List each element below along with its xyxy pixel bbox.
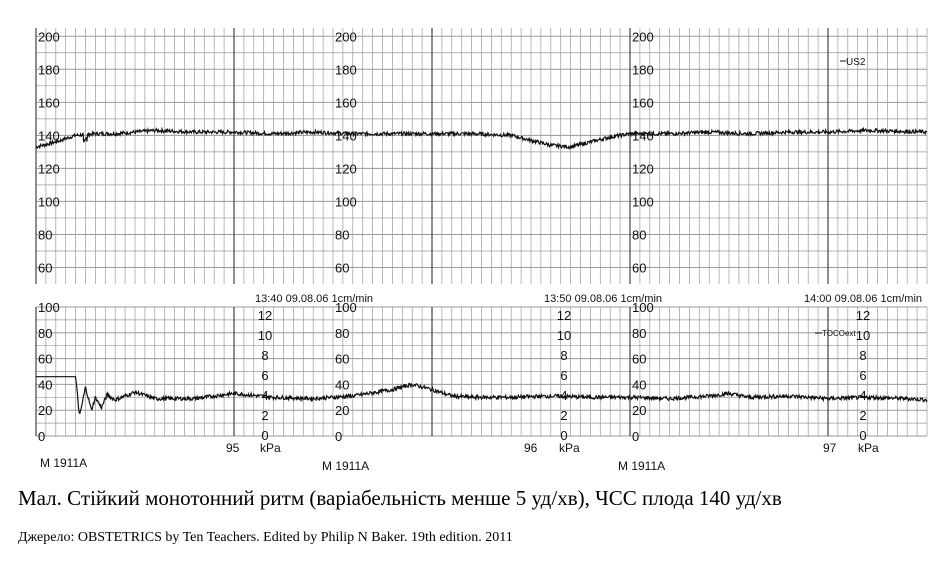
toco-tick-label: 40 [335,377,349,392]
page-number-95: 95 [226,441,240,455]
toco-tick-label: 20 [38,403,52,418]
page-number-96: 96 [524,441,538,455]
toco-tick-label: 0 [632,429,639,444]
ctg-trace-chart: 2001801601401201008060200180160140120100… [35,28,928,470]
fhr-tick-label: 160 [632,95,654,110]
fhr-tick-label: 120 [632,161,654,176]
kpa-tick-label: 0 [859,428,866,443]
kpa-tick-label: 8 [261,348,268,363]
fhr-tick-label: 180 [632,62,654,77]
kpa-tick-label: 2 [859,408,866,423]
toco-tick-label: 20 [335,403,349,418]
toco-tick-label: 20 [632,403,646,418]
fhr-tick-label: 60 [335,260,349,275]
fhr-series-line [35,126,928,151]
fhr-tick-label: 120 [335,161,357,176]
kpa-tick-label: 6 [859,368,866,383]
kpa-tick-label: 0 [560,428,567,443]
fhr-tick-label: 80 [38,227,52,242]
kpa-tick-label: 12 [856,308,870,323]
toco-tick-label: 100 [632,300,654,315]
kpa-tick-label: 6 [261,368,268,383]
fhr-tick-label: 100 [632,194,654,209]
toco-tick-label: 40 [632,377,646,392]
toco-tick-label: 80 [632,326,646,341]
toco-tick-label: 40 [38,377,52,392]
kpa-tick-label: 10 [856,328,870,343]
toco-tick-label: 100 [38,300,60,315]
kpa-tick-label: 4 [859,388,866,403]
kpa-tick-label: 8 [560,348,567,363]
toco-axis-ticks: 1008060402001008060402001008060402000246… [38,300,870,444]
fhr-tick-label: 200 [632,29,654,44]
kpa-tick-label: 12 [258,308,272,323]
fhr-grid [35,28,928,284]
fhr-tick-label: 100 [335,194,357,209]
fhr-tick-label: 180 [335,62,357,77]
kpa-tick-label: 0 [261,428,268,443]
fhr-series [35,126,928,151]
fhr-axis-ticks: 2001801601401201008060200180160140120100… [38,29,654,275]
toco-tick-label: 80 [335,326,349,341]
kpa-unit-2: kPa [559,441,580,455]
fhr-tick-label: 80 [632,227,646,242]
kpa-tick-label: 12 [557,308,571,323]
kpa-tick-label: 10 [258,328,272,343]
fhr-tick-label: 120 [38,161,60,176]
kpa-tick-label: 8 [859,348,866,363]
toco-tick-label: 60 [38,352,52,367]
fhr-tick-label: 160 [335,95,357,110]
fhr-tick-label: 100 [38,194,60,209]
monitor-label-2: M 1911A [322,459,369,470]
fhr-tick-label: 140 [38,128,60,143]
fhr-tick-label: 60 [632,260,646,275]
fhr-tick-label: 80 [335,227,349,242]
kpa-unit-1: kPa [260,441,281,455]
toco-tick-label: 0 [38,429,45,444]
toco-tick-label: 60 [632,352,646,367]
monitor-label-1: M 1911A [40,456,87,470]
legend-us2: US2 [846,57,866,68]
fhr-tick-label: 200 [335,29,357,44]
kpa-unit-3: kPa [858,441,879,455]
toco-tick-label: 100 [335,300,357,315]
timestamp-1: 13:40 09.08.06 1cm/min [255,293,373,305]
toco-tick-label: 80 [38,326,52,341]
timestamp-3: 14:00 09.08.06 1cm/min [804,293,922,305]
fhr-tick-label: 180 [38,62,60,77]
toco-series-line [36,376,928,415]
fhr-tick-label: 160 [38,95,60,110]
toco-series [36,376,928,415]
monitor-label-3: M 1911A [618,459,665,470]
timestamp-2: 13:50 09.08.06 1cm/min [544,293,662,305]
legend-toco: TOCOext [822,329,856,338]
toco-grid [35,306,928,437]
kpa-tick-label: 2 [560,408,567,423]
figure-source: Джерело: OBSTETRICS by Ten Teachers. Edi… [18,530,513,545]
toco-tick-label: 60 [335,352,349,367]
page-number-97: 97 [823,441,837,455]
kpa-tick-label: 2 [261,408,268,423]
fhr-tick-label: 200 [38,29,60,44]
kpa-tick-label: 6 [560,368,567,383]
toco-tick-label: 0 [335,429,342,444]
figure-caption: Мал. Стійкий монотонний ритм (варіабельн… [18,486,782,510]
fhr-tick-label: 60 [38,260,52,275]
kpa-tick-label: 10 [557,328,571,343]
